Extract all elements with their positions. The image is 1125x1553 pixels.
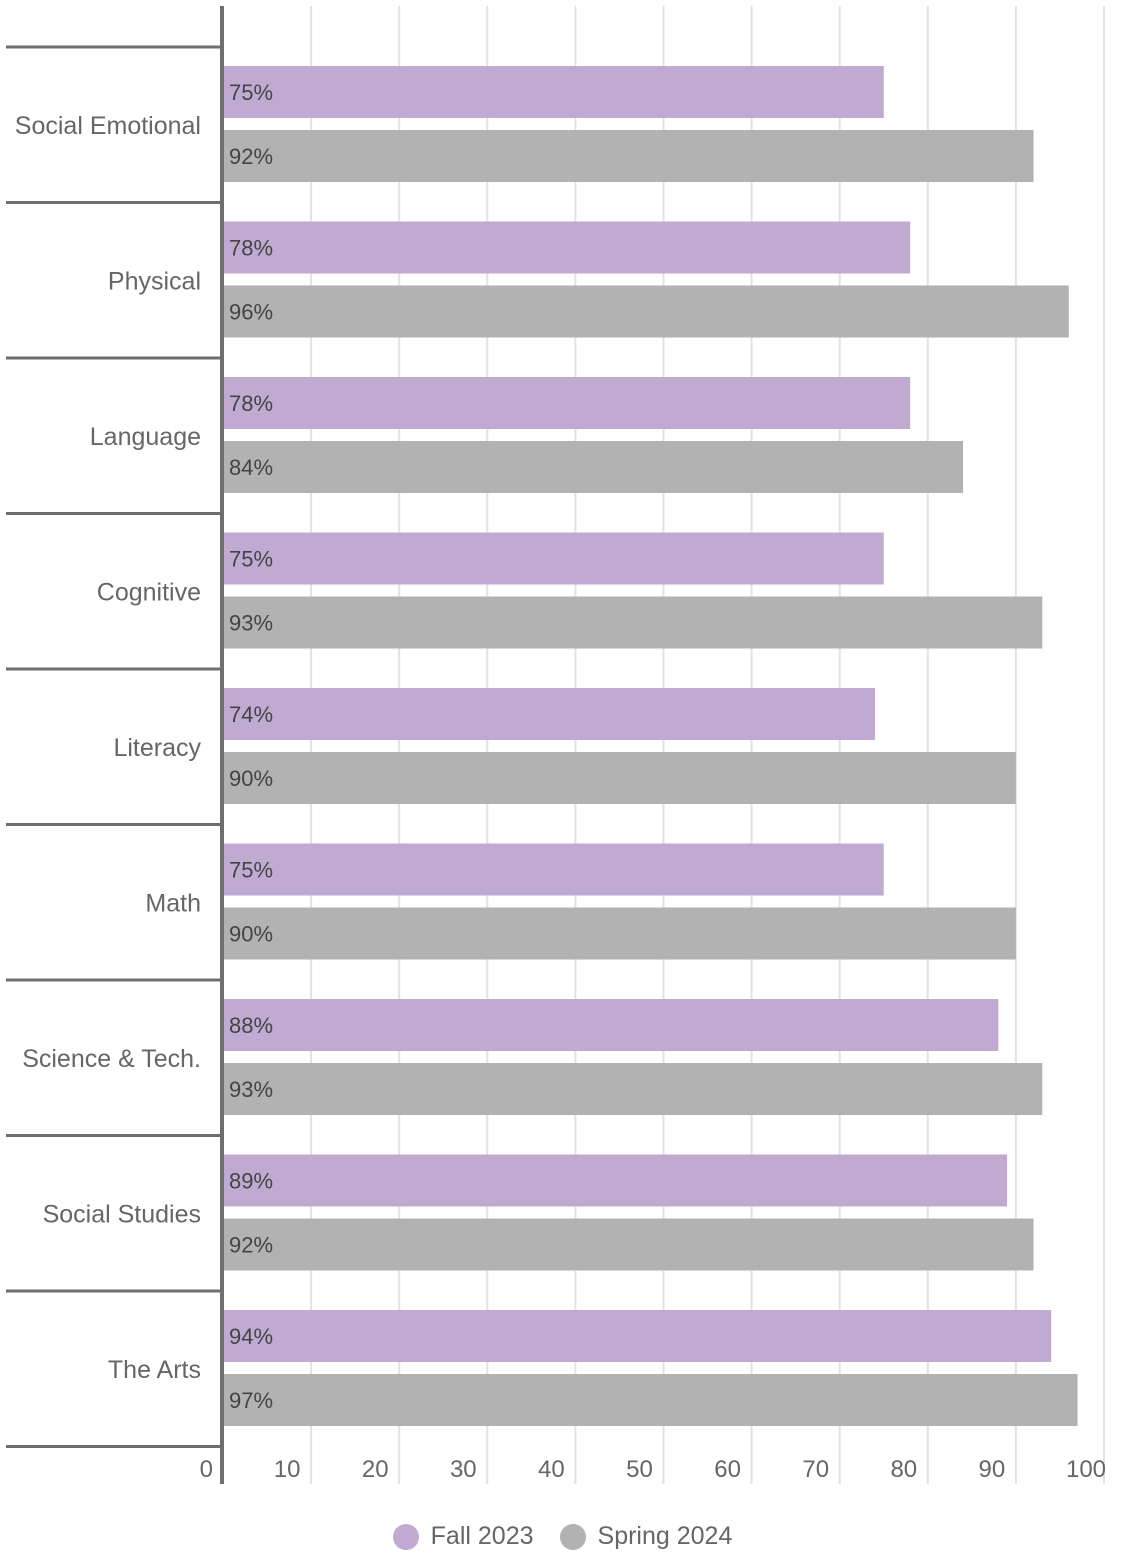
bar-spring-2024 [223,596,1043,649]
bar-value-label-fall-2023: 94% [229,1324,273,1349]
category-separators [6,45,223,1448]
bar-spring-2024 [223,1063,1043,1115]
legend-item-fall-2023: Fall 2023 [392,1522,534,1551]
category-label: Science & Tech. [22,1045,201,1073]
legend-swatch-fall-2023 [392,1523,419,1550]
x-tick-label-30: 30 [450,1456,477,1483]
bar-value-label-spring-2024: 92% [229,144,273,169]
bar-value-label-fall-2023: 78% [229,391,273,416]
bars [223,66,1078,1426]
bar-value-label-spring-2024: 90% [229,922,273,947]
bar-fall-2023 [223,221,911,274]
bar-spring-2024 [223,907,1016,960]
bar-value-label-fall-2023: 78% [229,236,273,261]
bar-value-label-spring-2024: 97% [229,1388,273,1413]
category-label: Social Emotional [15,112,201,140]
bar-chart: 75% 92% 78% 96% 78% 84% 75% 93% 74% 90% 75% 90% 88% 9… [6,6,1106,1484]
bar-value-labels: 75% 92% 78% 96% 78% 84% 75% 93% 74% 90% 75% 90% 88% 9… [229,80,273,1413]
category-label: Language [90,423,201,451]
bar-fall-2023 [223,66,884,118]
bar-value-label-fall-2023: 89% [229,1169,273,1194]
bar-spring-2024 [223,1218,1034,1271]
bar-spring-2024 [223,130,1034,182]
legend-label-spring-2024: Spring 2024 [597,1522,733,1550]
bar-fall-2023 [223,999,999,1051]
x-tick-label-100: 100 [1066,1456,1106,1483]
bar-value-label-fall-2023: 75% [229,858,273,883]
bar-value-label-fall-2023: 88% [229,1013,273,1038]
category-label: Physical [108,267,201,295]
bar-spring-2024 [223,752,1016,804]
bar-value-label-fall-2023: 75% [229,547,273,572]
x-tick-label-70: 70 [802,1456,829,1483]
bar-spring-2024 [223,441,964,493]
bar-spring-2024 [223,285,1069,338]
category-label: Literacy [113,734,201,762]
bar-value-label-spring-2024: 93% [229,1077,273,1102]
bar-fall-2023 [223,1310,1052,1362]
x-tick-label-20: 20 [362,1456,389,1483]
x-axis-tick-labels: 0 10 20 30 40 50 60 70 80 90 100 [200,1456,1106,1483]
bar-value-label-spring-2024: 96% [229,300,273,325]
bar-value-label-spring-2024: 93% [229,611,273,636]
bar-value-label-fall-2023: 74% [229,702,273,727]
x-tick-label-0: 0 [200,1456,213,1483]
category-labels: Social Emotional Physical Language Cognitiv… [15,112,202,1384]
x-tick-label-80: 80 [890,1456,917,1483]
category-label: Social Studies [43,1200,201,1228]
bar-fall-2023 [223,532,884,585]
category-label: Cognitive [97,578,201,606]
bar-value-label-spring-2024: 90% [229,766,273,791]
category-label: The Arts [108,1356,201,1384]
x-tick-label-60: 60 [714,1456,741,1483]
x-tick-label-90: 90 [979,1456,1006,1483]
legend: Fall 2023 Spring 2024 [0,1520,1125,1553]
bar-value-label-fall-2023: 75% [229,80,273,105]
bar-fall-2023 [223,377,911,429]
legend-label-fall-2023: Fall 2023 [430,1522,534,1550]
x-tick-label-40: 40 [538,1456,565,1483]
bar-fall-2023 [223,843,884,896]
bar-fall-2023 [223,1154,1008,1207]
category-label: Math [145,889,201,917]
bar-fall-2023 [223,688,875,740]
legend-swatch-spring-2024 [559,1523,586,1550]
bar-value-label-spring-2024: 92% [229,1233,273,1258]
x-tick-label-50: 50 [626,1456,653,1483]
x-tick-label-10: 10 [274,1456,301,1483]
bar-value-label-spring-2024: 84% [229,455,273,480]
legend-item-spring-2024: Spring 2024 [559,1522,733,1551]
bar-spring-2024 [223,1374,1078,1426]
